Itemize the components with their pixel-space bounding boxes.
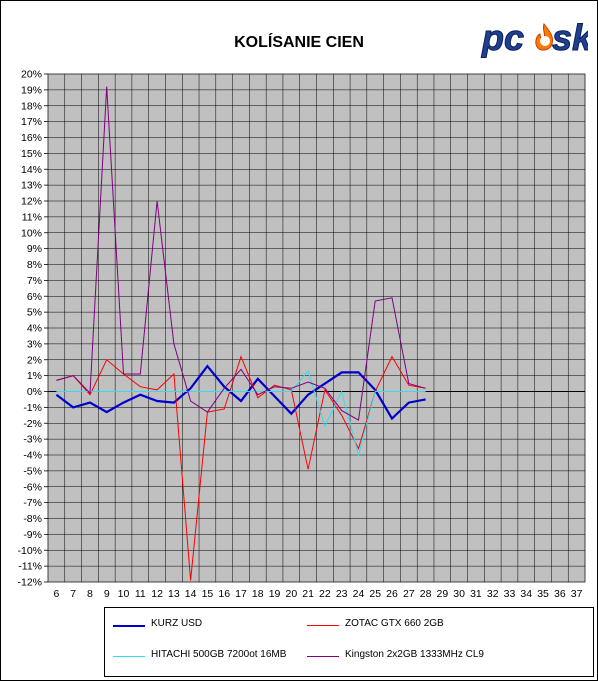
x-tick-label: 7 bbox=[70, 588, 76, 600]
x-tick-label: 28 bbox=[420, 588, 432, 600]
x-tick-label: 33 bbox=[504, 588, 516, 600]
y-tick-label: -11% bbox=[18, 561, 42, 573]
y-tick-label: 10% bbox=[21, 227, 42, 239]
y-tick-label: 5% bbox=[27, 307, 42, 319]
x-tick-label: 19 bbox=[269, 588, 281, 600]
x-tick-label: 18 bbox=[252, 588, 264, 600]
x-tick-label: 37 bbox=[571, 588, 583, 600]
y-tick-label: 14% bbox=[21, 164, 42, 176]
y-tick-label: 15% bbox=[21, 148, 42, 160]
gridlines bbox=[47, 73, 586, 583]
x-tick-label: 30 bbox=[453, 588, 465, 600]
y-tick-label: -2% bbox=[23, 418, 42, 430]
x-tick-label: 31 bbox=[470, 588, 482, 600]
y-tick-label: 1% bbox=[27, 370, 42, 382]
x-tick-label: 9 bbox=[104, 588, 110, 600]
y-tick-label: -6% bbox=[23, 481, 42, 493]
x-tick-label: 15 bbox=[202, 588, 214, 600]
legend: KURZ USD ZOTAC GTX 660 2GB HITACHI 500GB… bbox=[104, 607, 594, 677]
y-tick-label: 11% bbox=[22, 211, 42, 223]
series-line-3 bbox=[56, 86, 426, 421]
y-tick-label: -10% bbox=[17, 545, 42, 557]
y-tick-label: 0% bbox=[27, 386, 42, 398]
y-tick-label: -5% bbox=[23, 465, 42, 477]
x-tick-label: 14 bbox=[185, 588, 197, 600]
y-tick-label: 20% bbox=[21, 69, 42, 81]
x-tick-label: 17 bbox=[235, 588, 247, 600]
y-axis-ticks: -12% -11% -10% -9% -8% -7% -6% -5% -4% -3% -2% -1% 0… bbox=[17, 69, 48, 589]
line-chart: -12% -11% -10% -9% -8% -7% -6% -5% -4% -3% -2% -1% 0… bbox=[17, 69, 586, 600]
x-tick-label: 25 bbox=[369, 588, 381, 600]
y-tick-label: 7% bbox=[27, 275, 42, 287]
x-axis-ticks: 6 7 8 9 10 11 12 13 14 15 16 17 18 19 20 21 22 23 24 25 26 27… bbox=[53, 588, 582, 600]
x-tick-label: 12 bbox=[151, 588, 163, 600]
series-lines bbox=[55, 86, 426, 581]
y-tick-label: 8% bbox=[27, 259, 42, 271]
legend-label-kingston: Kingston 2x2GB 1333MHz CL9 bbox=[345, 649, 484, 660]
legend-label-zotac: ZOTAC GTX 660 2GB bbox=[345, 618, 444, 629]
x-tick-label: 6 bbox=[53, 588, 59, 600]
y-tick-label: 3% bbox=[27, 338, 42, 350]
series-line-1 bbox=[56, 355, 426, 581]
y-tick-label: 18% bbox=[21, 100, 42, 112]
x-tick-label: 20 bbox=[285, 588, 297, 600]
y-tick-label: -12% bbox=[17, 577, 42, 589]
y-tick-label: 13% bbox=[21, 180, 42, 192]
y-tick-label: -8% bbox=[23, 513, 42, 525]
y-tick-label: -3% bbox=[23, 434, 42, 446]
y-tick-label: -4% bbox=[23, 450, 42, 462]
y-tick-label: 19% bbox=[21, 84, 42, 96]
y-tick-label: 2% bbox=[27, 354, 42, 366]
x-tick-label: 8 bbox=[87, 588, 93, 600]
svg-text:pc: pc bbox=[481, 17, 524, 58]
x-tick-label: 24 bbox=[353, 588, 365, 600]
svg-text:sk: sk bbox=[552, 17, 588, 58]
x-tick-label: 34 bbox=[520, 588, 532, 600]
y-tick-label: -9% bbox=[23, 529, 42, 541]
series-line-2 bbox=[56, 369, 426, 457]
x-tick-label: 23 bbox=[336, 588, 348, 600]
y-tick-label: 17% bbox=[21, 116, 42, 128]
x-tick-label: 26 bbox=[386, 588, 398, 600]
x-tick-label: 22 bbox=[319, 588, 331, 600]
x-tick-label: 32 bbox=[487, 588, 499, 600]
legend-swatch-zotac bbox=[307, 625, 339, 626]
x-tick-label: 21 bbox=[302, 588, 314, 600]
legend-swatch-hitachi bbox=[113, 656, 145, 657]
y-tick-label: 12% bbox=[21, 196, 42, 208]
legend-label-kurz-usd: KURZ USD bbox=[151, 618, 203, 629]
legend-swatch-kingston bbox=[307, 656, 339, 657]
x-tick-label: 10 bbox=[118, 588, 130, 600]
y-tick-label: 16% bbox=[21, 132, 42, 144]
y-tick-label: 9% bbox=[27, 243, 42, 255]
legend-swatch-kurz-usd bbox=[113, 625, 145, 627]
y-tick-label: 4% bbox=[27, 323, 42, 335]
x-tick-label: 13 bbox=[168, 588, 180, 600]
chart-title: KOLÍSANIE CIEN bbox=[234, 34, 364, 51]
x-tick-label: 35 bbox=[537, 588, 549, 600]
y-tick-label: -1% bbox=[23, 402, 42, 414]
x-tick-label: 16 bbox=[218, 588, 230, 600]
pcsk-logo: pc sk bbox=[481, 17, 589, 59]
x-tick-label: 11 bbox=[135, 588, 146, 600]
x-tick-label: 27 bbox=[403, 588, 415, 600]
y-tick-label: -7% bbox=[23, 497, 42, 509]
x-tick-label: 36 bbox=[554, 588, 566, 600]
legend-label-hitachi: HITACHI 500GB 7200ot 16MB bbox=[151, 649, 287, 660]
y-tick-label: 6% bbox=[27, 291, 42, 303]
x-tick-label: 29 bbox=[437, 588, 449, 600]
